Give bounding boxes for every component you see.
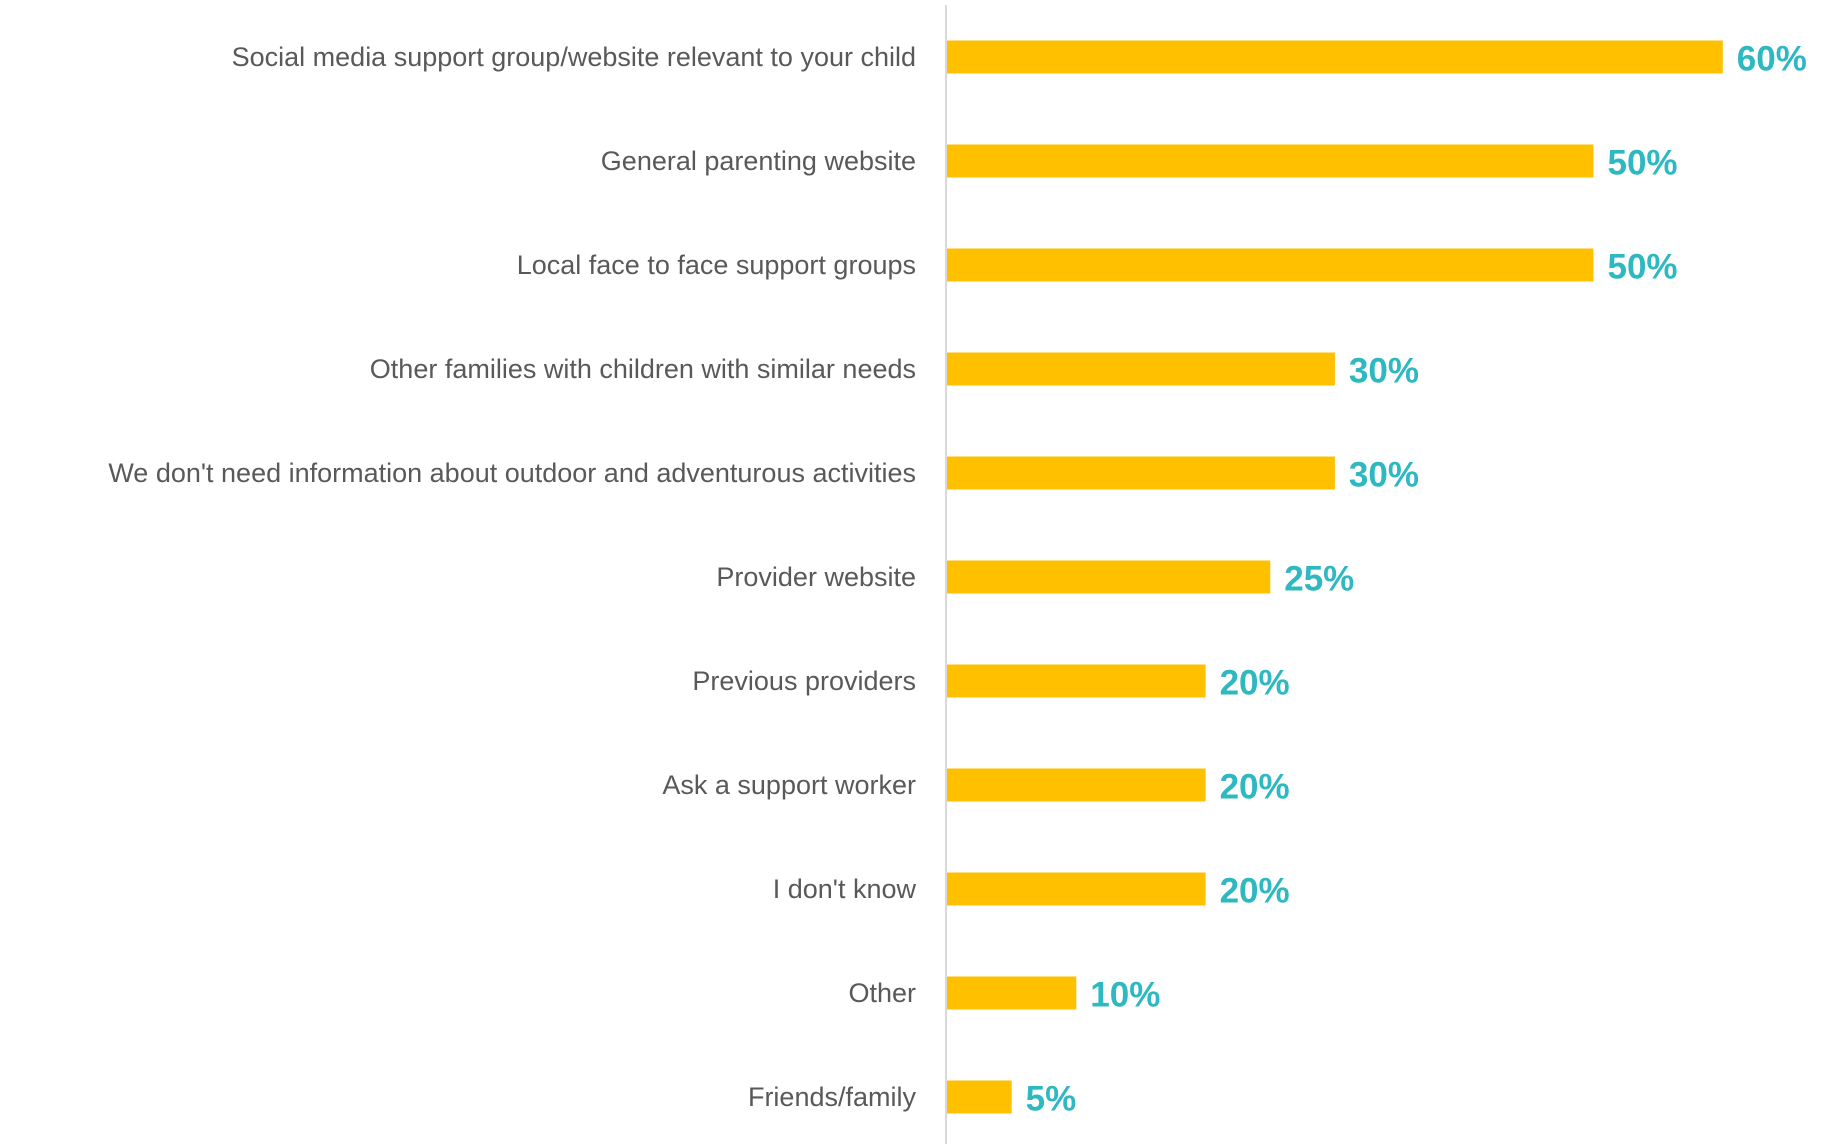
labels-layer: Social media support group/website relev… <box>108 40 1807 1119</box>
bar-1 <box>947 144 1594 178</box>
value-label-4: 30% <box>1349 456 1419 495</box>
category-label-5: Provider website <box>716 562 916 592</box>
category-label-2: Local face to face support groups <box>517 250 916 280</box>
bar-3 <box>947 352 1335 386</box>
bar-10 <box>947 1080 1012 1114</box>
category-label-7: Ask a support worker <box>662 770 916 800</box>
category-label-1: General parenting website <box>601 146 916 176</box>
bar-6 <box>947 664 1206 698</box>
bar-4 <box>947 456 1335 490</box>
value-label-3: 30% <box>1349 352 1419 391</box>
category-label-10: Friends/family <box>748 1082 917 1112</box>
bar-8 <box>947 872 1206 906</box>
value-label-7: 20% <box>1220 768 1290 807</box>
category-label-9: Other <box>848 978 916 1008</box>
value-label-9: 10% <box>1090 976 1160 1015</box>
category-label-8: I don't know <box>773 874 917 904</box>
value-label-1: 50% <box>1608 144 1678 183</box>
bar-9 <box>947 976 1077 1010</box>
bar-5 <box>947 560 1271 594</box>
value-label-6: 20% <box>1220 664 1290 703</box>
value-label-10: 5% <box>1026 1080 1077 1119</box>
value-label-5: 25% <box>1284 560 1354 599</box>
category-label-4: We don't need information about outdoor … <box>108 458 916 488</box>
bar-0 <box>947 40 1723 74</box>
category-label-0: Social media support group/website relev… <box>232 42 916 72</box>
bars-layer <box>947 40 1723 1114</box>
bar-2 <box>947 248 1594 282</box>
value-label-0: 60% <box>1737 40 1807 79</box>
category-label-6: Previous providers <box>692 666 916 696</box>
category-label-3: Other families with children with simila… <box>370 354 916 384</box>
bar-7 <box>947 768 1206 802</box>
value-label-2: 50% <box>1608 248 1678 287</box>
value-label-8: 20% <box>1220 872 1290 911</box>
